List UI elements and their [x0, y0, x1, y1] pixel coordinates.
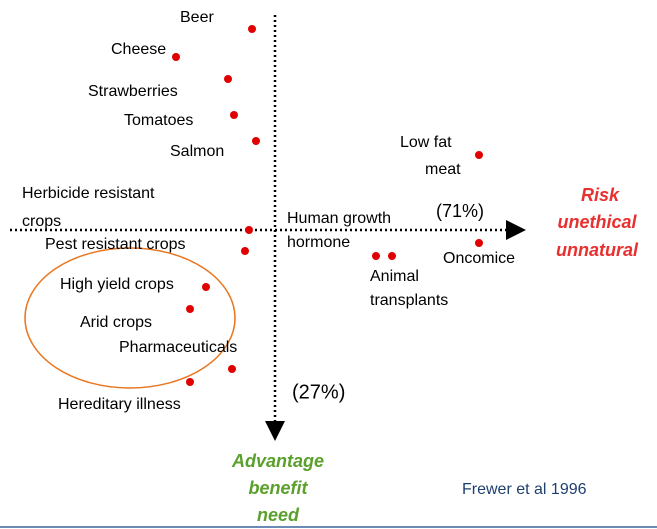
dot: [230, 111, 238, 119]
dots: [172, 25, 483, 386]
label: Pharmaceuticals: [119, 339, 237, 356]
label: Herbicide resistant: [22, 185, 155, 202]
axis-label: benefit: [248, 478, 308, 498]
label: Oncomice: [443, 250, 515, 267]
label: Salmon: [170, 143, 224, 160]
dot: [186, 305, 194, 313]
label: Strawberries: [88, 83, 178, 100]
dot: [186, 378, 194, 386]
label: crops: [22, 213, 61, 230]
label: Arid crops: [80, 314, 152, 331]
dot: [172, 53, 180, 61]
dot: [245, 226, 253, 234]
dot: [241, 247, 249, 255]
axis-label: need: [257, 505, 300, 525]
axis-label: Advantage: [231, 451, 324, 471]
dot: [248, 25, 256, 33]
label: Cheese: [111, 41, 166, 58]
axis-label: Risk: [581, 185, 620, 205]
label: High yield crops: [60, 276, 174, 293]
dot: [224, 75, 232, 83]
axis-label: unethical: [557, 212, 637, 232]
label: hormone: [287, 234, 350, 251]
label: Human growth: [287, 210, 391, 227]
label: Pest resistant crops: [45, 236, 186, 253]
label: transplants: [370, 292, 448, 309]
dot: [252, 137, 260, 145]
percent: (71%): [436, 201, 484, 221]
highlight-ellipse: [24, 247, 236, 389]
percent: (27%): [292, 381, 345, 403]
dot: [475, 239, 483, 247]
axis-label: unnatural: [556, 240, 639, 260]
dot: [372, 252, 380, 260]
label: Beer: [180, 9, 214, 26]
dot: [388, 252, 396, 260]
dot: [475, 151, 483, 159]
label: Tomatoes: [124, 112, 193, 129]
label: Hereditary illness: [58, 396, 181, 413]
label: Low fat: [400, 134, 452, 151]
label: Animal: [370, 268, 419, 285]
source: Frewer et al 1996: [462, 481, 587, 498]
dot: [228, 365, 236, 373]
label: meat: [425, 161, 461, 178]
dot: [202, 283, 210, 291]
